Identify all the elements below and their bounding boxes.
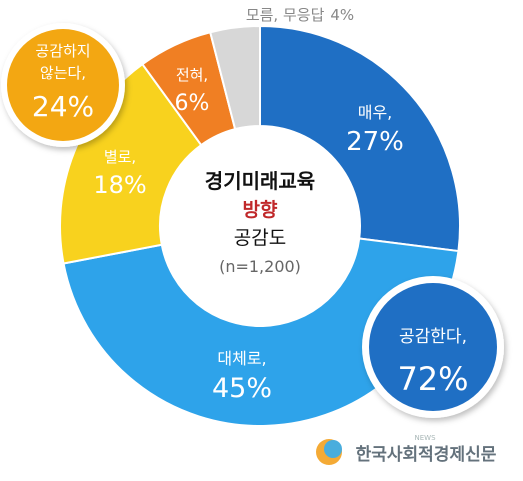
center-title-line1: 경기미래교육 — [205, 169, 315, 193]
slice-label-very: 매우, — [358, 103, 393, 122]
disagree-group-bubble: 공감하지 않는다, 24% — [1, 23, 125, 147]
slice-label-unknown: 모름, 무응답 4% — [246, 6, 354, 24]
donut-hole — [160, 126, 360, 326]
slice-value-very: 27% — [346, 127, 404, 157]
agree-group-bubble: 공감한다, 72% — [362, 276, 504, 418]
disagree-group-label-line2: 않는다, — [40, 64, 86, 82]
slice-label-unknown-text: 모름, 무응답 — [246, 6, 325, 24]
slice-value-not-at-all: 6% — [175, 91, 210, 116]
watermark: NEWS 한국사회적경제신문 — [316, 434, 497, 465]
slice-value-unknown: 4% — [330, 6, 354, 24]
slice-value-mostly: 45% — [212, 373, 272, 404]
watermark-sub: NEWS — [414, 434, 436, 442]
disagree-group-label-line1: 공감하지 — [35, 42, 90, 60]
disagree-group-value: 24% — [32, 90, 94, 123]
slice-label-not-at-all: 전혀, — [176, 66, 208, 84]
watermark-text: 한국사회적경제신문 — [356, 445, 497, 465]
slice-label-not-really: 별로, — [104, 148, 136, 166]
agree-group-value: 72% — [397, 360, 468, 398]
slice-value-not-really: 18% — [93, 171, 146, 199]
center-title-line2: 방향 — [243, 199, 278, 221]
center-sample-size: (n=1,200) — [219, 257, 301, 276]
slice-label-mostly: 대체로, — [217, 349, 266, 368]
agree-group-label: 공감한다, — [399, 327, 467, 347]
center-title-line3: 공감도 — [234, 227, 286, 249]
